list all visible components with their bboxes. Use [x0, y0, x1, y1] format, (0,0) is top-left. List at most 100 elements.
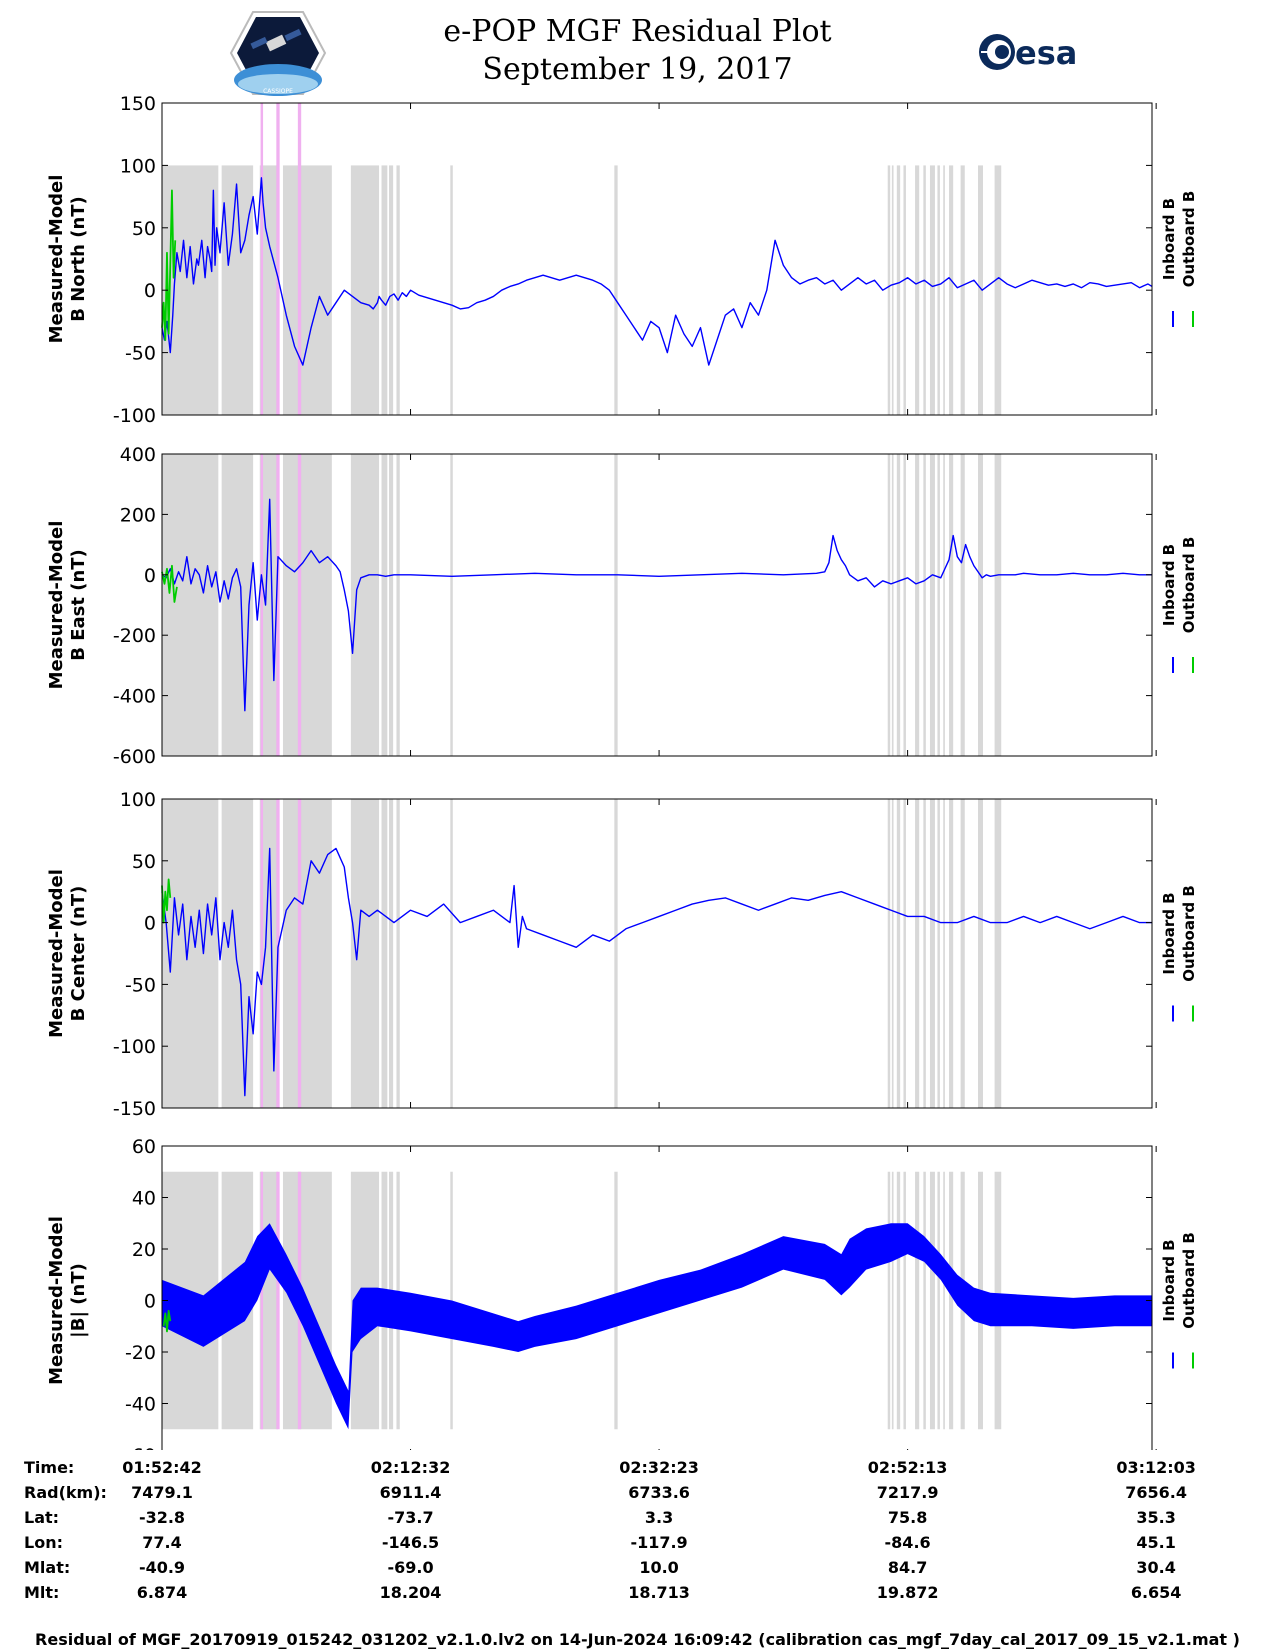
y-tick-label: 50	[132, 218, 156, 240]
data-gap-shade	[949, 454, 954, 756]
event-marker	[276, 454, 280, 756]
data-gap-shade	[896, 454, 901, 756]
data-gap-shade	[162, 454, 219, 756]
event-marker	[260, 454, 264, 756]
y-axis-label: Measured-Model B North (nT)	[46, 175, 89, 344]
table-cell: 02:12:32	[370, 1458, 451, 1477]
data-gap-shade	[960, 799, 965, 1108]
data-gap-shade	[949, 165, 954, 415]
legend: Inboard B Outboard B	[1160, 537, 1198, 634]
y-tick-label: 150	[120, 93, 156, 115]
event-marker	[276, 1171, 280, 1430]
outboard-b-line	[161, 878, 172, 924]
event-marker	[297, 799, 302, 1108]
table-cell: -84.6	[884, 1533, 931, 1552]
data-gap-shade	[450, 799, 453, 1108]
data-gap-shade	[903, 454, 906, 756]
data-gap-shade	[994, 165, 1002, 415]
data-gap-shade	[960, 165, 965, 415]
table-cell: 77.4	[142, 1533, 182, 1552]
footer-note: Residual of MGF_20170919_015242_031202_v…	[35, 1630, 1240, 1649]
y-tick-label: 0	[144, 280, 156, 302]
y-tick-label: 60	[132, 1136, 156, 1158]
data-gap-shade	[450, 165, 453, 415]
legend-outboard-label: Outboard B	[1180, 537, 1198, 634]
data-gap-shade	[943, 1171, 945, 1430]
table-cell: -69.0	[387, 1558, 434, 1577]
data-gap-shade	[614, 165, 618, 415]
y-tick-label: -150	[113, 1098, 156, 1120]
data-gap-shade	[978, 799, 983, 1108]
y-tick-label: -20	[125, 1342, 156, 1364]
data-gap-shade	[923, 454, 926, 756]
data-gap-shade	[388, 454, 394, 756]
data-gap-shade	[388, 165, 394, 415]
event-marker	[297, 454, 302, 756]
y-tick-label: 40	[132, 1188, 156, 1210]
data-gap-shade	[929, 165, 935, 415]
data-gap-shade	[949, 1171, 954, 1430]
data-gap-shade	[929, 799, 935, 1108]
data-gap-shade	[915, 454, 920, 756]
y-axis-label-line1: Measured-Model	[46, 521, 67, 690]
data-gap-shade	[887, 1171, 891, 1430]
table-cell: -117.9	[630, 1533, 688, 1552]
data-gap-shade	[891, 1171, 894, 1430]
data-gap-shade	[978, 454, 983, 756]
outboard-b-line	[161, 564, 178, 603]
table-cell: 45.1	[1136, 1533, 1176, 1552]
data-gap-shade	[887, 165, 891, 415]
y-tick-label: 0	[144, 1291, 156, 1313]
legend-outboard-label: Outboard B	[1180, 885, 1198, 982]
data-gap-shade	[937, 454, 940, 756]
data-gap-shade	[915, 799, 920, 1108]
plot-frame	[161, 102, 1153, 416]
y-tick-label: 100	[120, 789, 156, 811]
table-cell: 01:52:42	[122, 1458, 202, 1477]
y-axis-label-line2: B Center (nT)	[68, 886, 89, 1022]
data-gap-shade	[923, 1171, 926, 1430]
plot-date: September 19, 2017	[482, 52, 793, 87]
data-gap-shade	[978, 165, 983, 415]
y-tick-label: -100	[113, 1036, 156, 1058]
data-gap-shade	[929, 454, 935, 756]
table-cell: 03:12:03	[1116, 1458, 1196, 1477]
y-axis-label: Measured-Model |B| (nT)	[46, 1216, 89, 1385]
data-gap-shade	[614, 799, 618, 1108]
data-gap-shade	[891, 454, 894, 756]
plot-title: e-POP MGF Residual Plot	[443, 14, 832, 49]
y-tick-label: -200	[113, 625, 156, 647]
y-tick-label: -400	[113, 686, 156, 708]
y-tick-label: 0	[144, 913, 156, 935]
data-gap-shade	[350, 799, 380, 1108]
table-cell: 6.654	[1130, 1583, 1182, 1602]
y-axis-label-line1: Measured-Model	[46, 175, 67, 344]
inboard-b-band	[162, 1223, 1152, 1430]
legend-inboard-label: Inboard B	[1160, 892, 1178, 974]
y-tick-label: 0	[144, 565, 156, 587]
data-gap-shade	[915, 165, 920, 415]
table-cell: 19.872	[876, 1583, 939, 1602]
data-gap-shade	[259, 165, 278, 415]
event-marker	[260, 103, 264, 415]
y-tick-label: 200	[120, 504, 156, 526]
y-tick-label: 100	[120, 155, 156, 177]
table-cell: 18.204	[379, 1583, 442, 1602]
table-cell: 3.3	[644, 1508, 674, 1527]
data-gap-shade	[937, 1171, 940, 1430]
data-gap-shade	[994, 454, 1002, 756]
table-cell: -146.5	[381, 1533, 440, 1552]
table-cell: 6.874	[136, 1583, 188, 1602]
table-cell: 84.7	[887, 1558, 928, 1577]
data-gap-shade	[887, 799, 891, 1108]
legend-outboard-label: Outboard B	[1180, 191, 1198, 288]
row-label: Mlt:	[24, 1583, 60, 1602]
event-marker	[276, 103, 280, 415]
y-tick-label: 400	[120, 444, 156, 466]
data-gap-shade	[381, 799, 388, 1108]
row-label: Lat:	[24, 1508, 60, 1527]
table-cell: 6733.6	[628, 1483, 690, 1502]
row-label: Rad(km):	[24, 1483, 107, 1502]
data-gap-shade	[903, 1171, 906, 1430]
data-gap-shade	[929, 1171, 935, 1430]
